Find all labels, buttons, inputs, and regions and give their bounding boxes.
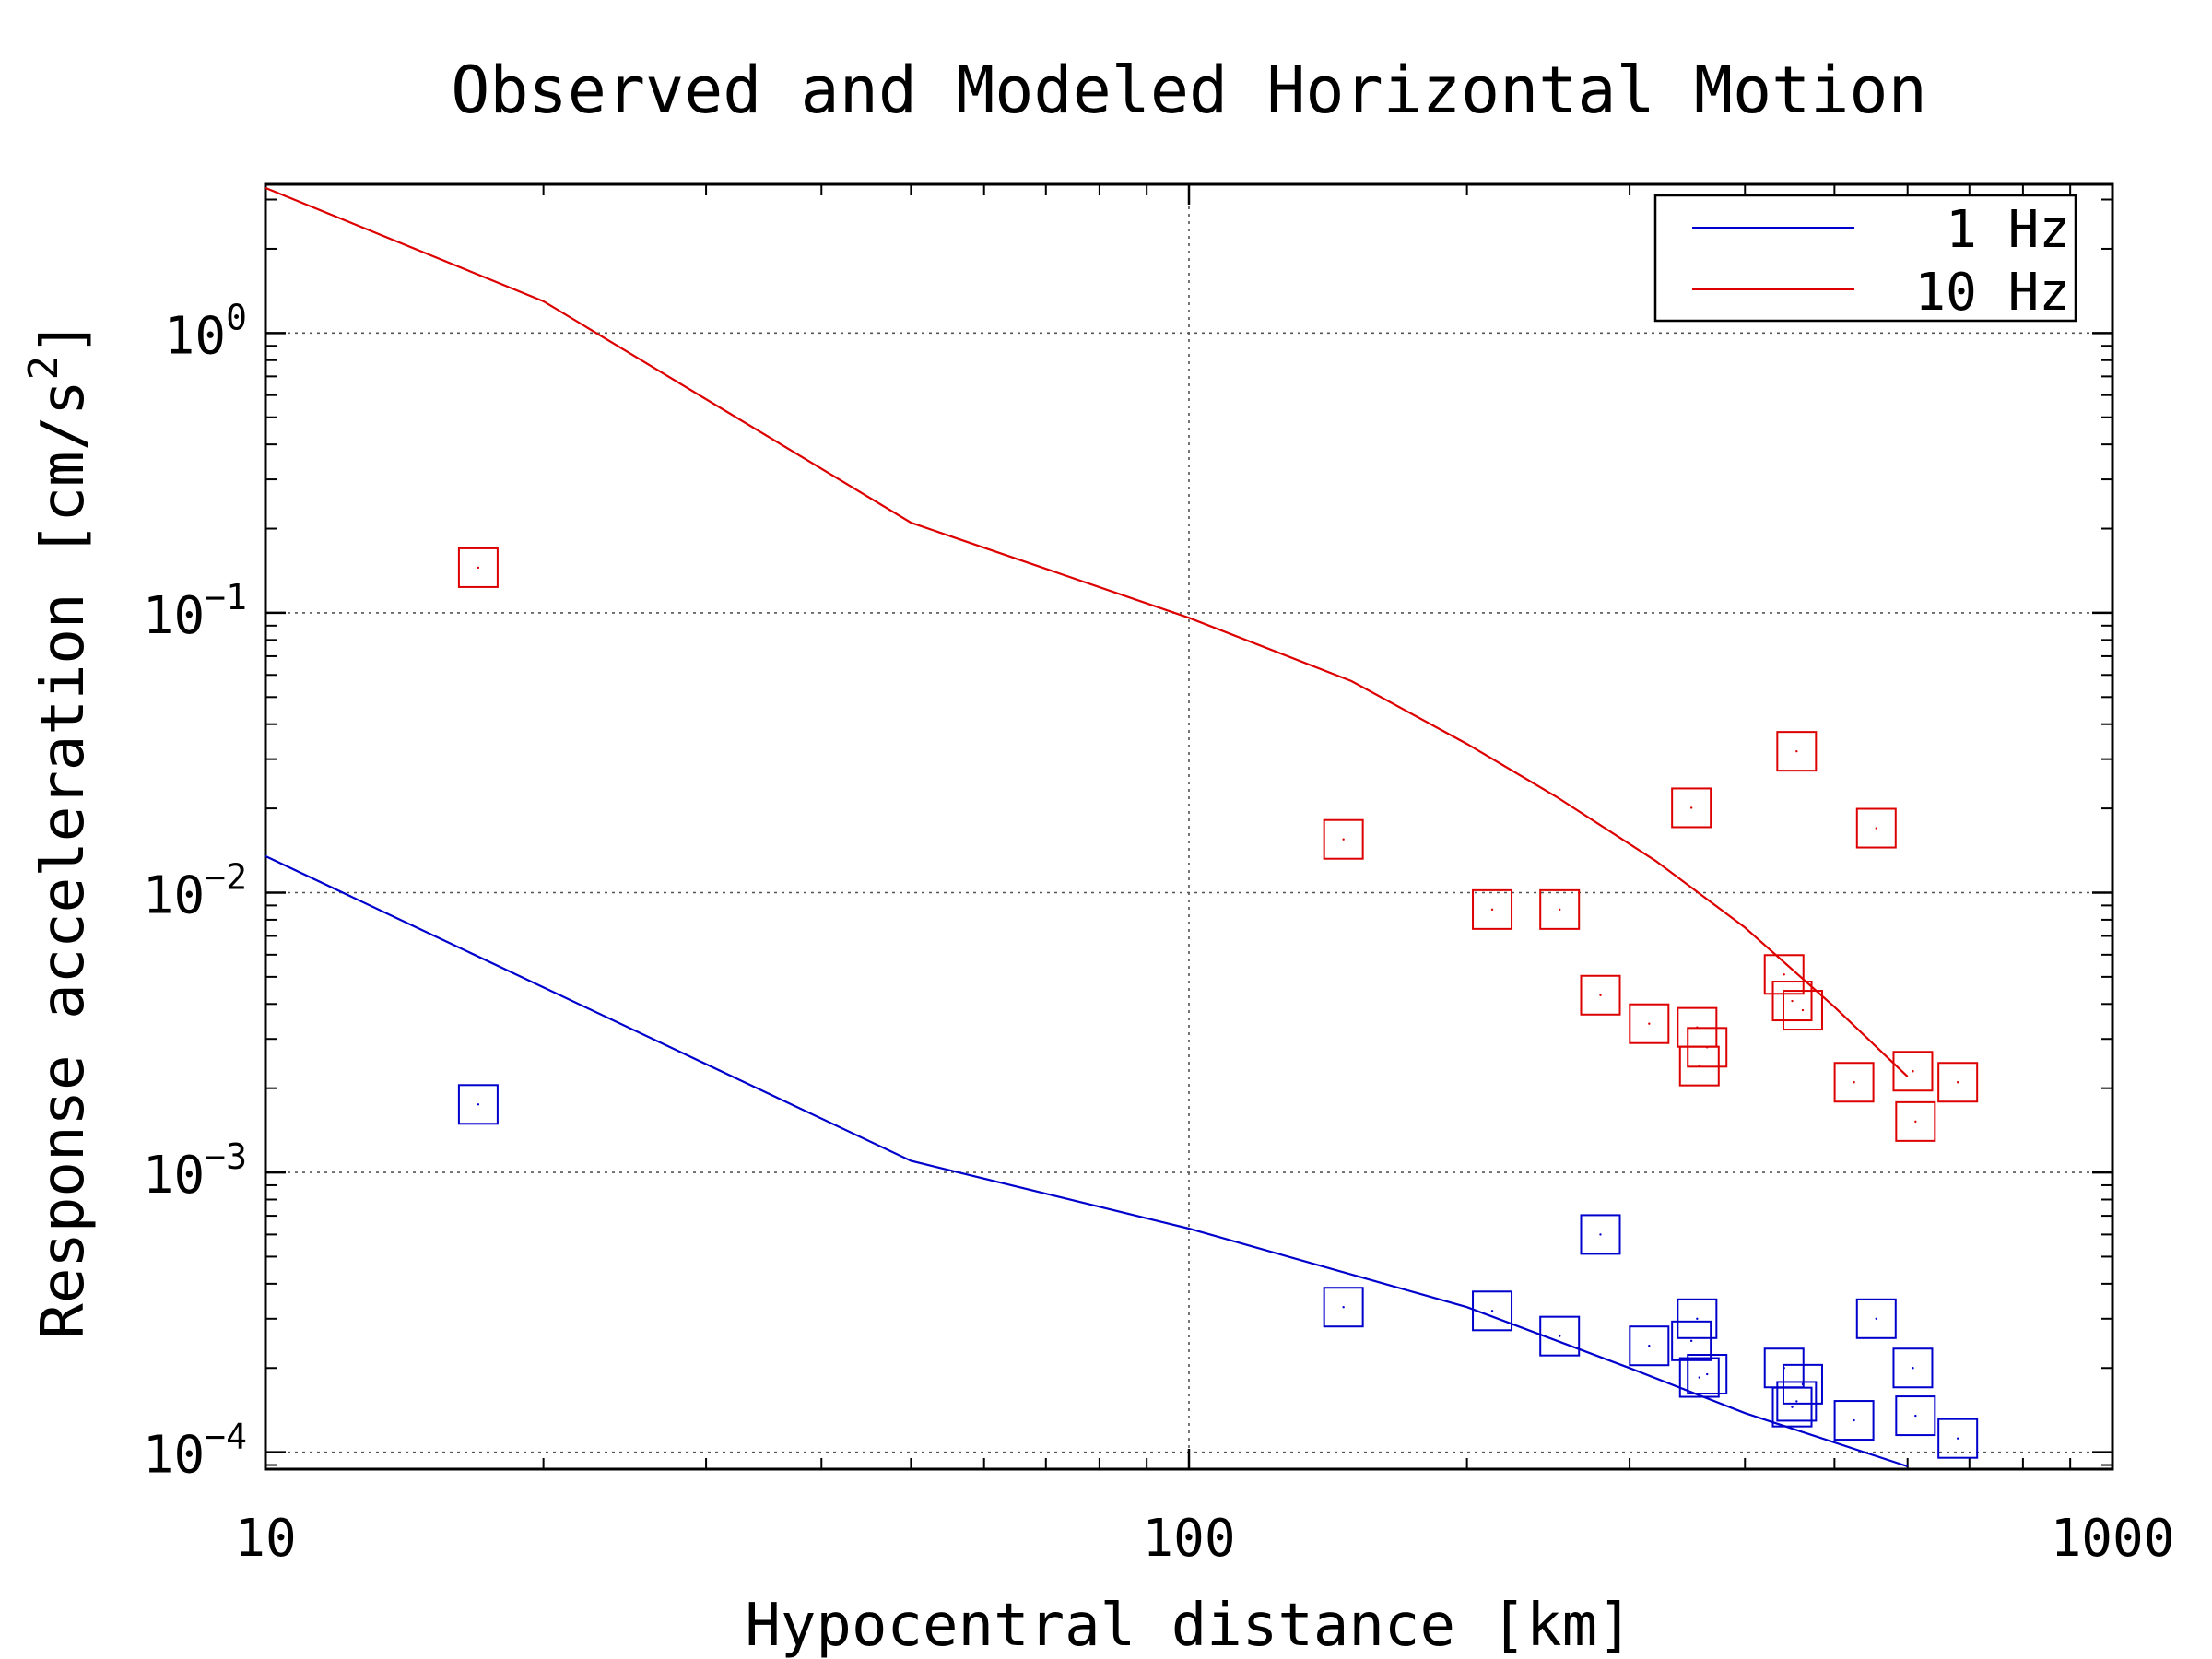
data-point-center [1795,1400,1798,1403]
data-point-10-hz-observed [1671,787,1712,829]
data-point-1-hz-observed [1539,1315,1581,1357]
data-point-10-hz-observed [1782,990,1823,1031]
y-tick-label: 10−3 [143,1136,247,1206]
data-point-center [1648,1022,1651,1025]
data-point-10-hz-observed [457,547,499,588]
data-point-1-hz-observed [457,1084,499,1125]
data-point-10-hz-observed [1895,1100,1936,1142]
data-point-center [1791,1406,1794,1408]
chart-title: Observed and Modeled Horizontal Motion [451,53,1926,128]
data-point-center [1696,1317,1699,1320]
data-point-1-hz-observed [1782,1363,1823,1405]
data-point-center [1706,1046,1709,1049]
data-point-1-hz-observed [1629,1325,1670,1367]
data-point-1-hz-observed [1677,1298,1718,1339]
data-point-center [1795,749,1798,753]
data-point-center [1791,999,1794,1003]
x-tick-label: 100 [1142,1509,1235,1569]
data-point-10-hz-observed [1687,1027,1728,1068]
data-point-center [1956,1437,1959,1440]
data-point-10-hz-observed [1539,888,1581,930]
data-point-center [1783,973,1785,976]
data-point-1-hz-observed [1892,1347,1934,1389]
data-point-10-hz-observed [1892,1051,1934,1092]
data-point-1-hz-observed [1671,1320,1712,1361]
x-tick-label: 10 [234,1509,296,1569]
legend-label-1hz: 1 Hz [1946,200,2070,260]
data-point-10-hz-observed [1580,974,1621,1016]
legend-label-10hz: 10 Hz [1914,263,2070,323]
data-point-1-hz-observed [1323,1287,1364,1328]
data-point-10-hz-observed [1472,888,1513,930]
data-point-center [1648,1345,1651,1347]
data-point-center [1559,1335,1561,1337]
legend: 1 Hz 10 Hz [1653,194,2077,323]
data-point-10-hz-observed [1937,1062,1979,1103]
y-tick-label: 10−1 [143,577,247,646]
data-point-10-hz-observed [1855,807,1897,849]
data-point-1-hz-observed [1895,1395,1936,1437]
series-line-1-hz [265,854,1909,1468]
data-point-center [1912,1367,1914,1370]
y-axis-label: Response acceleration [cm/s2] [20,320,98,1338]
x-axis-label: Hypocentral distance [km] [745,1592,1632,1659]
data-point-10-hz-observed [1629,1003,1670,1044]
grid-lines [265,184,2112,1469]
data-point-1-hz-observed [1771,1386,1813,1428]
marker-group-1-hz-observed [457,1084,1979,1459]
data-point-1-hz-observed [1776,1381,1818,1422]
y-axis-label-superscript: 2 [20,356,67,381]
y-tick-labels: 100 10−1 10−2 10−3 10−4 [143,297,247,1485]
data-point-10-hz-observed [1776,731,1818,772]
data-point-1-hz-observed [1687,1354,1728,1395]
data-point-center [1912,1070,1914,1073]
data-point-center [477,566,480,570]
x-tick-labels: 10 100 1000 [234,1509,2174,1569]
data-point-center [1875,827,1877,830]
data-point-1-hz-observed [1580,1214,1621,1255]
data-point-center [1342,1306,1345,1309]
data-point-1-hz-observed [1937,1418,1979,1459]
data-point-center [1599,1233,1602,1236]
x-tick-label: 1000 [2051,1509,2175,1569]
y-axis-label-close: ] [29,320,98,356]
data-point-10-hz-observed [1833,1062,1875,1103]
series-line-10-hz [265,186,1909,1077]
data-point-center [1689,1339,1693,1343]
data-point-center [1490,908,1494,912]
data-point-1-hz-observed [1833,1400,1875,1441]
data-point-1-hz-observed [1855,1298,1897,1339]
data-point-center [1706,1372,1709,1376]
data-point-10-hz-observed [1771,981,1813,1022]
series-layer [265,186,1979,1468]
marker-group-10-hz-observed [457,547,1979,1142]
data-point-center [1490,1310,1494,1312]
data-point-1-hz-observed [1472,1290,1513,1332]
data-point-center [1914,1414,1917,1418]
data-point-center [1559,908,1561,912]
data-point-center [1956,1081,1959,1084]
data-point-center [477,1103,480,1106]
data-point-center [1875,1317,1877,1320]
data-point-center [1342,838,1345,841]
y-tick-label: 10−4 [143,1417,247,1486]
data-point-center [1698,1376,1700,1379]
data-point-center [1801,1008,1805,1012]
legend-box [1653,194,2077,323]
data-point-center [1914,1120,1917,1124]
axis-ticks [264,184,2114,1469]
y-axis-label-text: Response acceleration [cm/s [29,380,98,1338]
data-point-1-hz-observed [1678,1357,1720,1398]
y-tick-label: 100 [164,297,247,366]
data-point-center [1689,806,1693,809]
data-point-center [1801,1382,1805,1386]
data-point-center [1853,1418,1855,1422]
data-point-center [1853,1081,1855,1084]
data-point-10-hz-observed [1323,818,1364,860]
data-point-center [1599,994,1602,996]
y-tick-label: 10−2 [143,856,247,925]
